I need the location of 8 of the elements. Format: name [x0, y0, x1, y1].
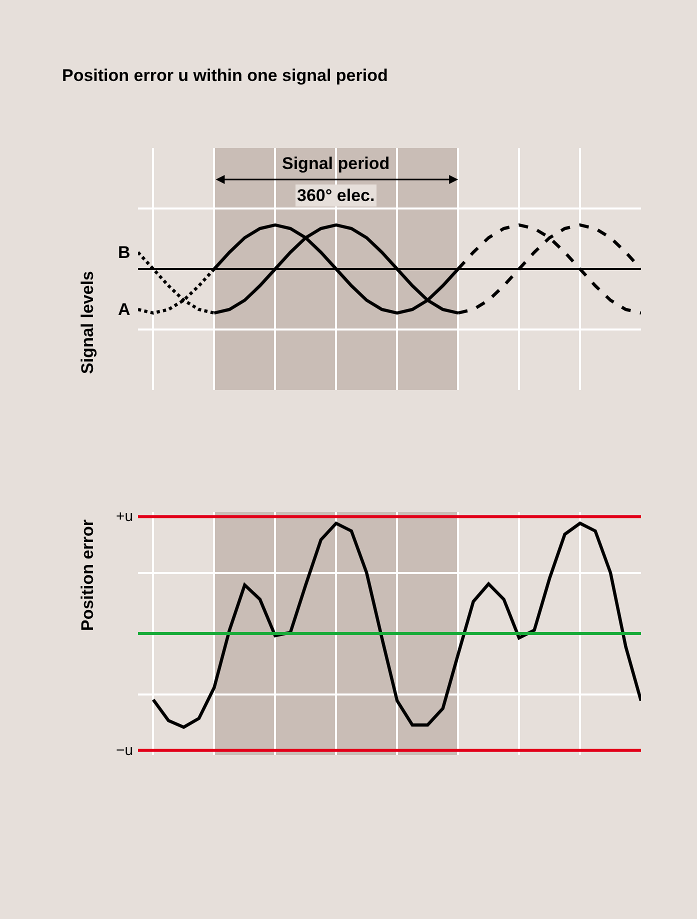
series-label: B [118, 243, 130, 262]
text: Signal period 360° elec. [282, 154, 390, 205]
y-axis-title: Signal levels [78, 271, 97, 374]
ref-line-label: +u [116, 508, 134, 525]
ref-line-label: −u [116, 742, 134, 759]
chart-title: Position error u within one signal period [62, 66, 388, 85]
series-label: A [118, 300, 130, 319]
y-axis-title: Position error [78, 519, 97, 631]
